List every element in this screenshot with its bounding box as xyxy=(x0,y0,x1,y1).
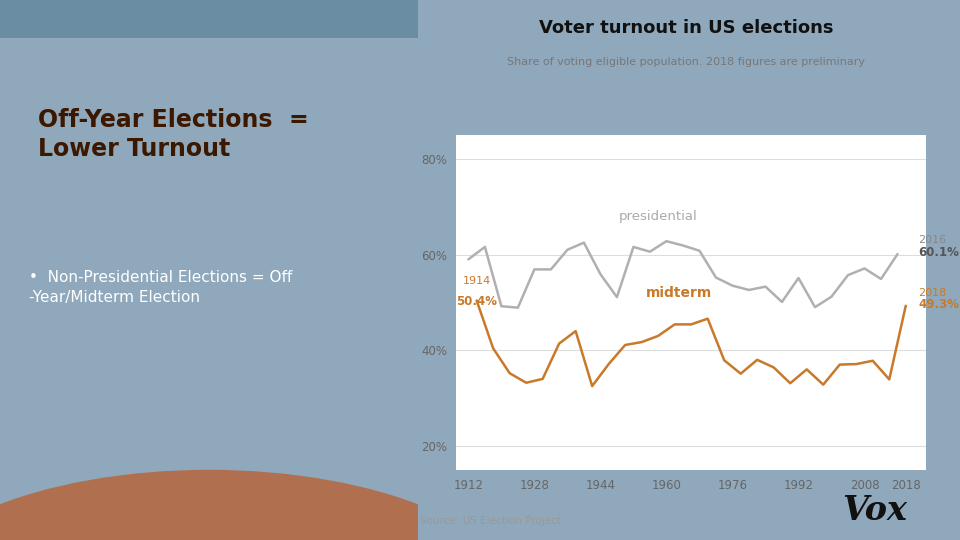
Text: Share of voting eligible population. 2018 figures are preliminary: Share of voting eligible population. 201… xyxy=(508,57,865,67)
Text: presidential: presidential xyxy=(619,211,698,224)
Text: 2018: 2018 xyxy=(918,288,947,298)
Bar xyxy=(0,0,418,38)
Text: 1914: 1914 xyxy=(463,275,491,286)
Text: 50.4%: 50.4% xyxy=(456,295,497,308)
Text: 60.1%: 60.1% xyxy=(918,246,959,259)
Text: 49.3%: 49.3% xyxy=(918,298,959,311)
Text: •  Non-Presidential Elections = Off
-Year/Midterm Election: • Non-Presidential Elections = Off -Year… xyxy=(29,270,293,306)
Text: Off-Year Elections  =
Lower Turnout: Off-Year Elections = Lower Turnout xyxy=(37,108,308,161)
Text: 2016: 2016 xyxy=(918,235,947,245)
Text: midterm: midterm xyxy=(646,286,712,300)
Ellipse shape xyxy=(0,470,522,540)
Text: Voter turnout in US elections: Voter turnout in US elections xyxy=(540,19,833,37)
Text: Vox: Vox xyxy=(842,494,907,526)
Text: Source: US Election Project: Source: US Election Project xyxy=(420,516,562,526)
